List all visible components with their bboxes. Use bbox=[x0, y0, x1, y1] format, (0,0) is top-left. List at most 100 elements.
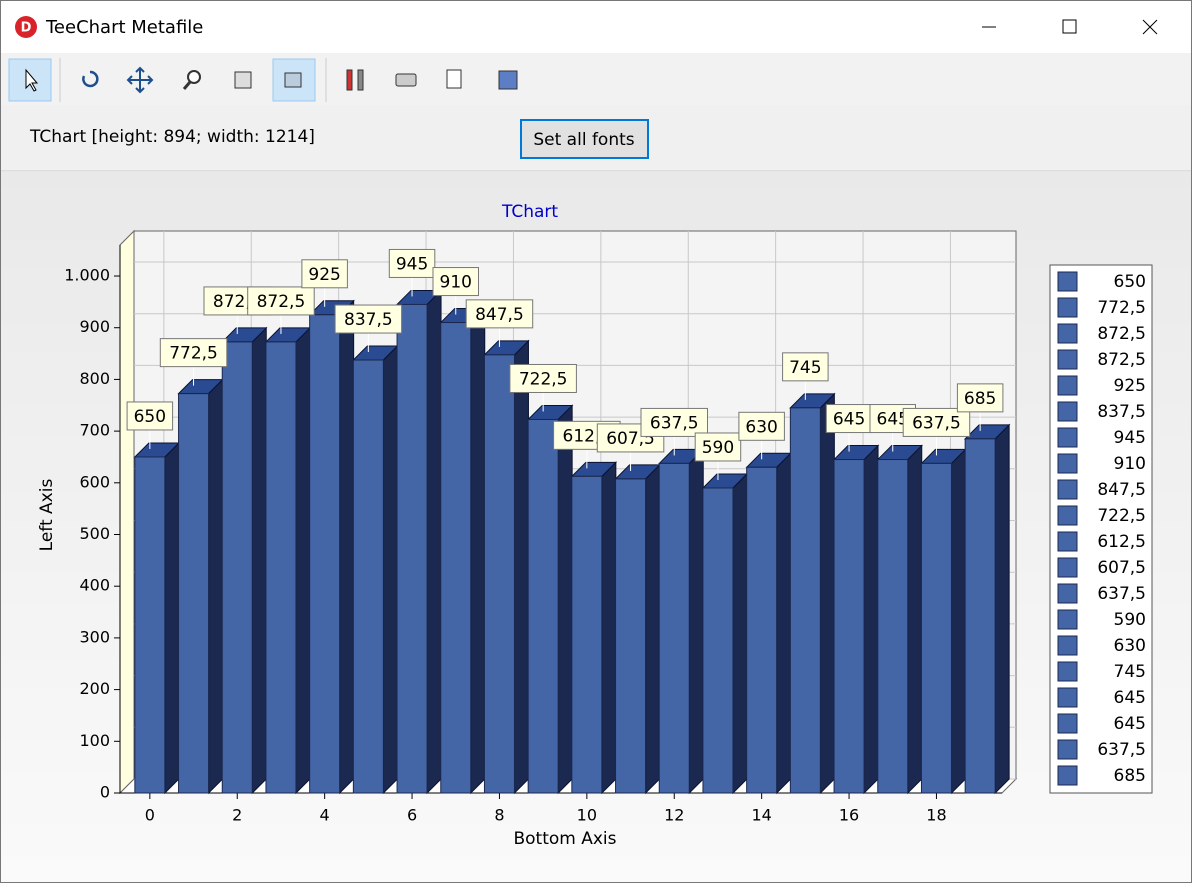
x-tick-label: 16 bbox=[839, 806, 859, 825]
legend-swatch bbox=[1057, 375, 1078, 396]
edit-tool[interactable] bbox=[346, 69, 353, 91]
value-label-box bbox=[956, 383, 1004, 413]
value-label-box bbox=[247, 286, 315, 316]
y-tick-label: 700 bbox=[79, 421, 110, 440]
save-tool[interactable] bbox=[498, 70, 518, 90]
bar-side bbox=[470, 307, 486, 795]
x-tick-label: 14 bbox=[751, 806, 771, 825]
set-fonts-button[interactable] bbox=[520, 119, 649, 159]
value-label: 645 bbox=[833, 410, 865, 430]
bar-side bbox=[339, 299, 355, 795]
legend-swatch bbox=[1057, 557, 1078, 578]
y-tick-label: 900 bbox=[79, 317, 110, 336]
legend-label: 637,5 bbox=[1097, 740, 1146, 760]
app-icon-letter: D bbox=[21, 21, 32, 36]
bar-side bbox=[863, 444, 879, 795]
value-label: 772,5 bbox=[169, 344, 218, 364]
value-label: 925 bbox=[308, 265, 340, 285]
bar bbox=[134, 456, 166, 794]
legend-label: 722,5 bbox=[1097, 506, 1146, 526]
bar-side bbox=[950, 448, 966, 795]
edit-tool-part bbox=[357, 69, 364, 91]
3d-icon bbox=[284, 72, 302, 88]
bar-side bbox=[513, 339, 529, 795]
legend-swatch bbox=[1057, 297, 1078, 318]
bar bbox=[309, 314, 341, 794]
legend-label: 925 bbox=[1114, 376, 1146, 396]
value-label: 637,5 bbox=[912, 413, 961, 433]
print-tool[interactable] bbox=[395, 73, 417, 87]
legend-label: 645 bbox=[1114, 688, 1146, 708]
bar bbox=[746, 466, 778, 794]
value-label: 945 bbox=[396, 254, 428, 274]
value-label: 910 bbox=[440, 273, 472, 293]
move-tool[interactable] bbox=[126, 66, 154, 94]
bar bbox=[265, 341, 297, 794]
value-label: 722,5 bbox=[519, 369, 568, 389]
legend-swatch bbox=[1057, 271, 1078, 292]
legend-swatch bbox=[1057, 427, 1078, 448]
bar bbox=[877, 459, 909, 794]
legend-label: 745 bbox=[1114, 662, 1146, 682]
zoom-handle bbox=[182, 81, 192, 90]
legend-label: 772,5 bbox=[1097, 298, 1146, 318]
bar bbox=[352, 359, 384, 794]
legend-label: 837,5 bbox=[1097, 402, 1146, 422]
legend-label: 910 bbox=[1114, 454, 1146, 474]
cursor-icon bbox=[25, 68, 39, 92]
legend-swatch bbox=[1057, 453, 1078, 474]
value-label-box bbox=[432, 267, 479, 297]
legend-swatch bbox=[1057, 323, 1078, 344]
left-wall bbox=[119, 229, 135, 795]
depth-tool[interactable] bbox=[234, 71, 252, 89]
bar-side bbox=[557, 404, 573, 795]
x-tick-label: 18 bbox=[926, 806, 946, 825]
value-label-box bbox=[334, 304, 403, 334]
y-axis-title: Left Axis bbox=[37, 479, 57, 552]
value-label-box bbox=[738, 411, 785, 441]
bar bbox=[920, 462, 952, 794]
maximize-button[interactable] bbox=[1062, 19, 1077, 34]
zoom-tool[interactable] bbox=[187, 70, 201, 84]
value-label-box bbox=[388, 248, 436, 278]
legend-swatch bbox=[1057, 531, 1078, 552]
bar bbox=[833, 459, 865, 794]
bar bbox=[658, 462, 690, 794]
bar-side bbox=[819, 392, 835, 795]
legend-label: 847,5 bbox=[1097, 480, 1146, 500]
legend-label: 650 bbox=[1114, 272, 1146, 292]
x-tick-label: 6 bbox=[407, 806, 417, 825]
value-label-box bbox=[159, 338, 228, 368]
value-label: 645 bbox=[877, 410, 909, 430]
bar bbox=[440, 322, 472, 794]
window-title: TeeChart Metafile bbox=[45, 17, 203, 38]
legend-label: 590 bbox=[1114, 610, 1146, 630]
legend-swatch bbox=[1057, 687, 1078, 708]
legend-label: 645 bbox=[1114, 714, 1146, 734]
bar bbox=[702, 487, 734, 794]
y-tick-label: 400 bbox=[79, 576, 110, 595]
x-axis-title: Bottom Axis bbox=[513, 829, 616, 849]
value-label: 837,5 bbox=[344, 310, 393, 330]
rotate-tool[interactable] bbox=[82, 70, 99, 88]
value-label-box bbox=[509, 363, 577, 393]
value-label-box bbox=[825, 404, 873, 434]
x-tick-label: 4 bbox=[320, 806, 330, 825]
value-label-box bbox=[782, 352, 829, 382]
close-button[interactable] bbox=[1142, 19, 1158, 35]
set-fonts-label: Set all fonts bbox=[533, 130, 634, 150]
legend-label: 637,5 bbox=[1097, 584, 1146, 604]
bar-side bbox=[426, 289, 442, 795]
y-tick-label: 800 bbox=[79, 369, 110, 388]
legend-label: 630 bbox=[1114, 636, 1146, 656]
value-label-box bbox=[902, 407, 971, 437]
bar-side bbox=[382, 344, 398, 795]
value-label-box bbox=[465, 299, 534, 329]
value-label-box bbox=[301, 259, 348, 289]
copy-tool[interactable] bbox=[446, 69, 462, 89]
toolbar bbox=[1, 53, 1191, 105]
bar-side bbox=[208, 378, 224, 795]
y-tick-label: 1.000 bbox=[64, 266, 110, 285]
bar bbox=[571, 475, 603, 794]
